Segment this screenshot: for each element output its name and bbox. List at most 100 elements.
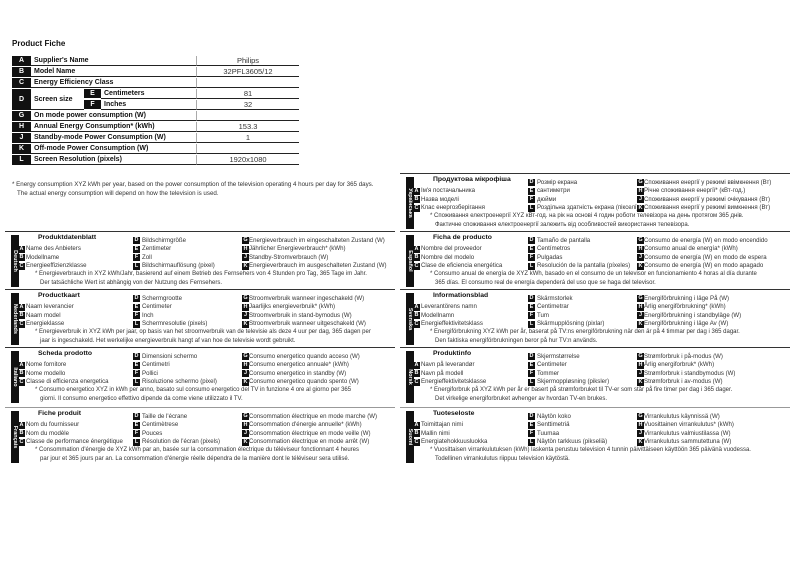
language-block-svenska: Svenska Informationsblad A Leverantörens na…: [400, 289, 790, 347]
item-g: Stroomverbruik wanneer ingeschakeld (W): [249, 294, 365, 302]
row-value: [196, 144, 299, 154]
letter-box-j: J: [637, 254, 644, 261]
item-h: Річне споживання енергії* (кВт-год.): [644, 187, 746, 194]
letter-box-h: H: [637, 187, 644, 195]
item-a: Navn på leverandør: [421, 361, 475, 368]
letter-box-k: K: [242, 438, 249, 446]
item-e: Centimetrar: [537, 303, 569, 310]
row-letter: D: [12, 89, 31, 110]
item-d: Näytön koko: [537, 412, 571, 420]
sub-letter: E: [84, 89, 101, 98]
language-tab: Norsk: [406, 351, 414, 403]
item-h: Consommation d'énergie annuelle* (kWh): [249, 421, 362, 428]
page-title: Product Fiche: [12, 39, 66, 48]
letter-box-k: K: [637, 262, 644, 270]
letter-box-a: A: [413, 421, 420, 429]
item-l: Schermresolutie (pixels): [142, 320, 208, 327]
sub-label: Inches: [104, 101, 127, 108]
row-value: Philips: [196, 56, 299, 66]
item-f: Zoll: [142, 253, 152, 261]
letter-box-g: G: [637, 295, 644, 302]
language-tab: Français: [11, 411, 19, 463]
letter-box-h: H: [242, 245, 249, 253]
letter-box-k: K: [242, 262, 249, 270]
block-heading: Ficha de producto: [433, 234, 492, 241]
letter-box-e: E: [528, 361, 535, 369]
letter-box-d: D: [528, 413, 535, 420]
letter-box-c: C: [18, 378, 25, 386]
letter-box-d: D: [133, 237, 140, 244]
row-letter: K: [12, 144, 31, 154]
item-l: Näytön tarkkuus (pikseliä): [537, 438, 608, 445]
item-f: Tommer: [537, 369, 560, 377]
block-heading: Fiche produit: [38, 410, 82, 417]
letter-box-j: J: [242, 254, 249, 261]
item-k: Energiförbrukning i läge Av (W): [644, 320, 729, 327]
letter-box-b: B: [413, 370, 420, 377]
footnote-line: par jour et 365 jours par an. La consomm…: [40, 455, 350, 462]
letter-box-c: C: [18, 438, 25, 446]
label-cell: [31, 78, 196, 88]
item-j: Energiförbrukning i standbyläge (W): [644, 311, 742, 319]
row-label: Annual Energy Consumption* (kWh): [34, 123, 155, 130]
row-value: [196, 78, 299, 88]
letter-box-g: G: [242, 237, 249, 244]
language-block-italiano: Italiano Scheda prodotto A Nome fornitore B N…: [5, 347, 395, 405]
item-a: Leverantörens namn: [421, 303, 477, 310]
letter-box-f: F: [133, 312, 140, 319]
letter-box-a: A: [18, 303, 25, 311]
item-a: Ім'я постачальника: [421, 187, 476, 194]
footnote-line: Фактичне споживання електроенергії залеж…: [435, 221, 690, 228]
letter-box-l: L: [528, 378, 535, 386]
letter-box-l: L: [133, 438, 140, 446]
item-f: Inch: [142, 311, 154, 319]
row-label: Supplier's Name: [34, 57, 89, 64]
letter-box-a: A: [413, 303, 420, 311]
row-value: 153.3: [196, 122, 299, 132]
item-l: Bildschirmauflösung (pixel): [142, 262, 215, 269]
row-label: Energy Efficiency Class: [34, 79, 114, 86]
block-heading: Продуктова мікрофіша: [433, 176, 511, 183]
item-f: Pollici: [142, 369, 158, 377]
letter-box-l: L: [133, 262, 140, 270]
letter-box-h: H: [242, 303, 249, 311]
item-b: Назва моделі: [421, 195, 459, 203]
letter-box-k: K: [637, 320, 644, 328]
item-b: Naam model: [26, 311, 61, 319]
letter-box-e: E: [133, 421, 140, 429]
letter-box-g: G: [637, 237, 644, 244]
letter-box-b: B: [413, 312, 420, 319]
letter-box-l: L: [133, 320, 140, 328]
letter-box-l: L: [133, 378, 140, 386]
sub-label: Centimeters: [104, 90, 145, 97]
item-b: Navn på modell: [421, 369, 464, 377]
item-c: Energieklasse: [26, 320, 65, 327]
item-c: Energieffektivitetsklasse: [421, 378, 487, 385]
letter-box-c: C: [413, 378, 420, 386]
letter-box-k: K: [637, 204, 644, 212]
letter-box-e: E: [133, 245, 140, 253]
footnote-line: * Consommation d'énergie de XYZ kWh par …: [35, 447, 359, 453]
footnote-line: * Consumo energetico XYZ in kWh per anno…: [35, 387, 352, 393]
item-c: Клас енергозберігання: [421, 204, 485, 211]
item-b: Nom du modèle: [26, 429, 70, 437]
item-h: Jährlicher Energieverbrauch* (kWh): [249, 245, 346, 252]
letter-box-f: F: [133, 370, 140, 377]
item-f: Tuumaa: [537, 429, 560, 437]
letter-box-j: J: [637, 312, 644, 319]
letter-box-l: L: [528, 320, 535, 328]
letter-box-h: H: [242, 361, 249, 369]
footnote-line: 365 días. El consumo real de energía dep…: [435, 279, 656, 286]
row-letter: H: [12, 122, 31, 132]
table-row: C Energy Efficiency Class: [12, 78, 299, 88]
row-label: On mode power consumption (W): [34, 112, 146, 119]
letter-box-d: D: [528, 295, 535, 302]
item-l: Resolución de la pantalla (píxeles): [537, 262, 631, 269]
letter-box-h: H: [637, 303, 644, 311]
letter-box-a: A: [18, 361, 25, 369]
item-f: Pulgadas: [537, 253, 563, 261]
letter-box-c: C: [413, 204, 420, 212]
item-l: Роздільна здатність екрана (пікселі): [537, 204, 639, 211]
sub-letter: F: [84, 100, 101, 109]
item-j: Споживання енергії у режимі очікування (…: [644, 195, 771, 203]
